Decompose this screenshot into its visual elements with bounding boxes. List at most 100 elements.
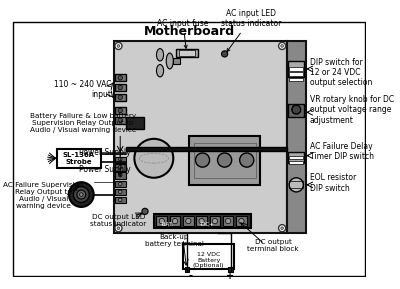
Ellipse shape [166, 53, 173, 69]
Bar [183, 244, 234, 269]
Circle shape [281, 45, 284, 47]
Text: -: - [188, 271, 192, 281]
Circle shape [212, 218, 218, 224]
Text: AC Failure Delay
Timer DIP switch: AC Failure Delay Timer DIP switch [310, 142, 374, 161]
Text: Battery Failure & Low battery
Supervision Relay Output to
Audio / Visual warning: Battery Failure & Low battery Supervisio… [30, 113, 136, 133]
Circle shape [240, 153, 254, 167]
Bar [115, 94, 126, 101]
Circle shape [172, 218, 178, 224]
Text: SL-136A
Strobe: SL-136A Strobe [62, 152, 95, 165]
Bar [289, 156, 303, 159]
Circle shape [186, 218, 191, 224]
Circle shape [118, 182, 122, 186]
Circle shape [159, 218, 164, 224]
Circle shape [292, 105, 301, 114]
Circle shape [134, 139, 173, 178]
Bar [115, 189, 126, 195]
Bar [115, 157, 126, 163]
Text: Power Supply: Power Supply [79, 165, 131, 174]
Bar [223, 216, 234, 226]
Bar [115, 173, 126, 179]
Bar [183, 216, 194, 226]
Circle shape [117, 45, 120, 47]
Bar [236, 216, 247, 226]
Text: AC input fuse: AC input fuse [157, 19, 209, 48]
Circle shape [222, 51, 228, 57]
Bar [289, 161, 303, 164]
Text: Back-up
battery terminal: Back-up battery terminal [145, 234, 204, 247]
Bar [126, 147, 286, 151]
Circle shape [73, 187, 89, 203]
Text: AC input LED
status indicator: AC input LED status indicator [221, 9, 281, 52]
Circle shape [289, 178, 303, 192]
Bar [289, 181, 303, 188]
Ellipse shape [156, 49, 164, 61]
Text: Power Supply: Power Supply [79, 148, 131, 157]
Bar [288, 104, 304, 117]
Text: +: + [226, 271, 234, 281]
Circle shape [117, 227, 120, 229]
Text: DC output
terminal block: DC output terminal block [248, 239, 299, 252]
Bar [289, 73, 303, 76]
Text: DC output LED
status indicator: DC output LED status indicator [90, 214, 146, 227]
Bar [170, 216, 180, 226]
Circle shape [118, 76, 122, 80]
Bar [228, 267, 232, 273]
Text: VR rotary knob for DC
output voltage range
adjustment: VR rotary knob for DC output voltage ran… [310, 95, 394, 125]
Circle shape [281, 227, 284, 229]
Bar [289, 78, 303, 81]
Bar [194, 143, 256, 178]
Circle shape [118, 173, 122, 177]
Circle shape [118, 190, 122, 194]
Bar [115, 197, 126, 203]
Bar [288, 61, 304, 77]
Text: -BAT.: -BAT. [160, 222, 174, 227]
Circle shape [115, 225, 122, 232]
Bar [115, 74, 126, 81]
Circle shape [278, 42, 286, 49]
Circle shape [115, 42, 122, 49]
Bar [286, 41, 306, 234]
Bar [115, 117, 126, 124]
Text: -DC+: -DC+ [200, 222, 214, 227]
Circle shape [199, 218, 204, 224]
Text: AC Failure Supervision
Relay Output to
Audio / Visual
warning device: AC Failure Supervision Relay Output to A… [3, 182, 84, 209]
Circle shape [118, 85, 122, 90]
Bar [196, 216, 207, 226]
Circle shape [218, 153, 232, 167]
Circle shape [118, 95, 122, 99]
Bar [56, 149, 101, 168]
Text: Motherboard: Motherboard [144, 25, 235, 38]
Circle shape [118, 158, 122, 161]
Bar [210, 216, 220, 226]
Bar [115, 84, 126, 91]
Circle shape [118, 198, 122, 202]
Bar [180, 50, 194, 56]
Bar [185, 267, 189, 273]
Text: 110 ~ 240 VAC
input: 110 ~ 240 VAC input [54, 79, 111, 99]
Circle shape [196, 153, 210, 167]
Bar [156, 216, 167, 226]
Circle shape [142, 208, 148, 214]
Circle shape [118, 108, 122, 113]
Circle shape [69, 182, 94, 207]
Text: 12 VDC
Battery
(Optional): 12 VDC Battery (Optional) [193, 252, 224, 268]
Circle shape [118, 118, 122, 123]
Ellipse shape [156, 64, 164, 77]
Circle shape [77, 190, 86, 199]
Circle shape [239, 218, 244, 224]
Bar [115, 181, 126, 188]
Circle shape [278, 225, 286, 232]
Circle shape [118, 165, 122, 169]
Bar [176, 49, 198, 57]
Bar [288, 152, 304, 163]
Bar [115, 107, 126, 114]
Bar [289, 67, 303, 71]
Bar [126, 117, 144, 129]
Circle shape [80, 193, 83, 196]
Bar [114, 41, 286, 234]
Bar [154, 214, 251, 228]
Circle shape [226, 218, 231, 224]
Text: EOL resistor
DIP switch: EOL resistor DIP switch [310, 173, 356, 193]
Bar [173, 58, 180, 64]
